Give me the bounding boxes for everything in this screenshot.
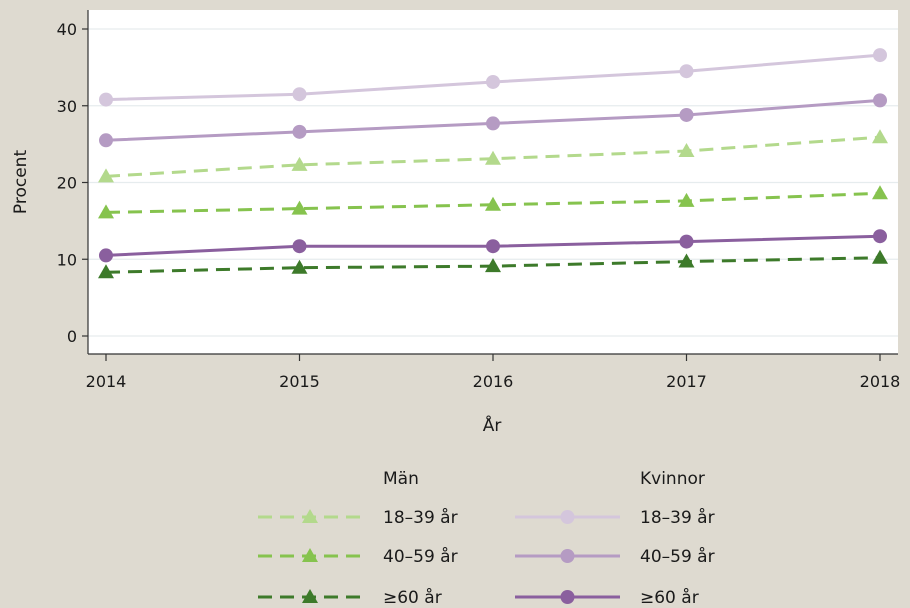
series-layer: [98, 48, 888, 279]
x-ticks: 2014 2015 2016 2017 2018: [86, 354, 901, 391]
y-tick-label: 0: [67, 327, 77, 346]
x-tick-label: 2016: [473, 372, 514, 391]
y-axis-label: Procent: [11, 150, 31, 215]
x-tick-label: 2014: [86, 372, 127, 391]
data-point: [485, 258, 501, 273]
data-point: [98, 264, 114, 279]
series-2: [98, 249, 888, 279]
legend-group-title-men: Män: [383, 469, 419, 489]
legend-item: 18–39 år: [515, 507, 715, 528]
data-point: [679, 107, 694, 122]
data-point: [485, 196, 501, 211]
y-tick-label: 10: [57, 250, 77, 269]
data-point: [872, 185, 888, 200]
series-4: [99, 93, 887, 148]
y-tick-label: 20: [57, 174, 77, 193]
data-point: [99, 248, 113, 263]
data-point: [486, 74, 500, 89]
data-point: [98, 168, 114, 183]
series-5: [99, 229, 887, 263]
data-point: [291, 259, 308, 274]
legend-item: 40–59 år: [515, 546, 715, 567]
data-point: [486, 116, 500, 131]
legend-label: 40–59 år: [640, 546, 715, 567]
y-ticks: 0 10 20 30 40: [57, 20, 88, 346]
x-tick-label: 2017: [666, 372, 707, 391]
series-1: [98, 185, 888, 219]
legend-item: 18–39 år: [258, 507, 458, 528]
legend: Män Kvinnor 18–39 år 40–59 år ≥60 år 18–39 …: [258, 469, 715, 608]
data-point: [678, 253, 695, 268]
legend-swatch-marker: [302, 509, 318, 523]
data-point: [292, 239, 307, 254]
x-tick-label: 2018: [860, 372, 901, 391]
data-point: [99, 133, 113, 148]
legend-swatch-marker: [560, 590, 575, 604]
legend-swatch-marker: [560, 510, 575, 524]
series-0: [98, 129, 888, 183]
x-axis-label: År: [483, 414, 502, 436]
data-point: [292, 87, 307, 102]
data-point: [99, 92, 113, 107]
legend-label: 18–39 år: [383, 507, 458, 528]
data-point: [291, 156, 308, 171]
data-point: [486, 239, 500, 254]
data-point: [485, 150, 501, 165]
x-tick-label: 2015: [279, 372, 320, 391]
data-point: [98, 204, 114, 219]
legend-label: ≥60 år: [383, 587, 442, 608]
legend-swatch-marker: [302, 589, 318, 603]
data-point: [678, 143, 695, 158]
legend-label: 18–39 år: [640, 507, 715, 528]
data-point: [292, 124, 307, 139]
y-tick-label: 30: [57, 97, 77, 116]
legend-item: 40–59 år: [258, 546, 458, 567]
data-point: [872, 129, 888, 144]
data-point: [678, 192, 695, 207]
data-point: [873, 48, 887, 63]
legend-item: ≥60 år: [258, 587, 442, 608]
legend-item: ≥60 år: [515, 587, 699, 608]
data-point: [679, 234, 694, 249]
legend-swatch-marker: [560, 549, 575, 563]
data-point: [291, 200, 308, 215]
legend-label: ≥60 år: [640, 587, 699, 608]
data-point: [873, 229, 887, 244]
data-point: [872, 249, 888, 264]
legend-swatch-marker: [302, 548, 318, 562]
legend-group-title-women: Kvinnor: [640, 469, 705, 489]
y-tick-label: 40: [57, 20, 77, 39]
series-3: [99, 48, 887, 107]
data-point: [679, 64, 694, 79]
legend-label: 40–59 år: [383, 546, 458, 567]
data-point: [873, 93, 887, 108]
